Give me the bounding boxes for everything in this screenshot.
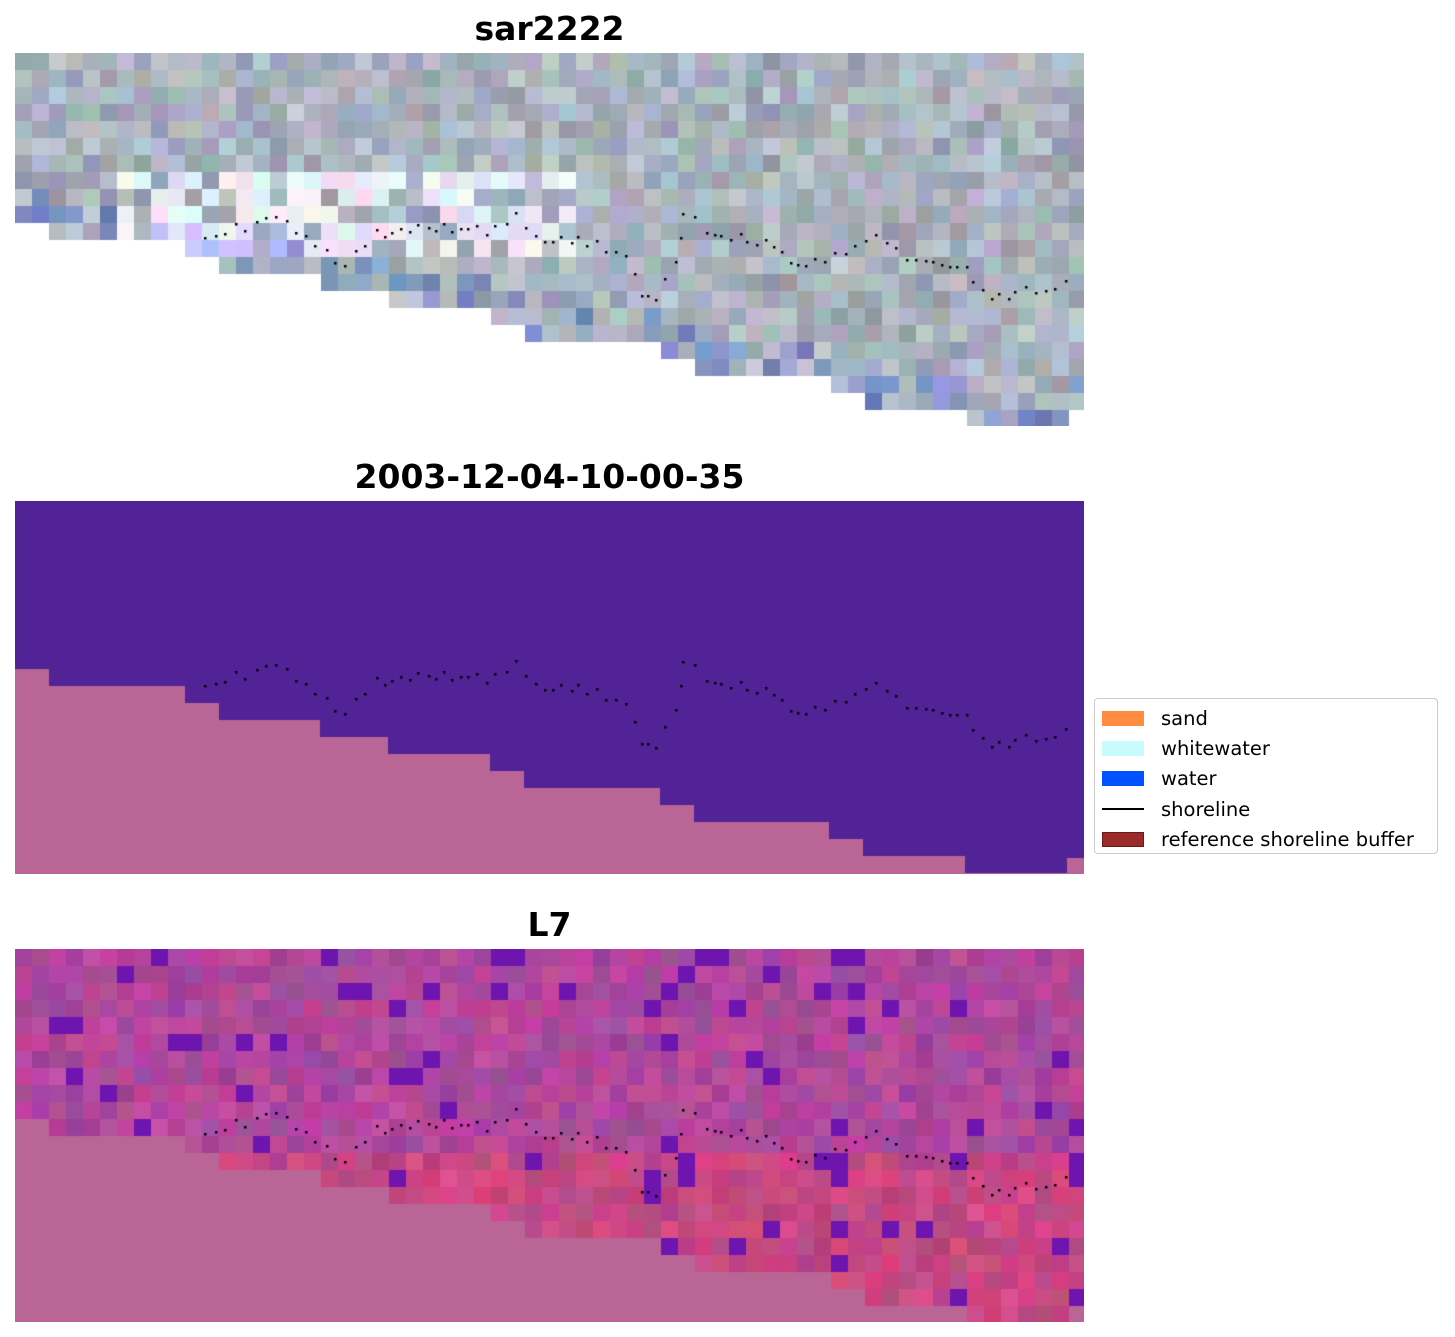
classified-image-panel (15, 501, 1084, 874)
panel-title-index: L7 (527, 905, 572, 944)
legend-label: sand (1161, 706, 1208, 730)
legend-label: reference shoreline buffer (1161, 827, 1414, 851)
shoreline-line-swatch (1102, 808, 1144, 811)
legend-item-shoreline: shoreline (1102, 794, 1437, 824)
legend-item-buffer: reference shoreline buffer (1102, 824, 1437, 854)
legend: sand whitewater water shoreline referenc… (1094, 698, 1438, 854)
legend-item-water: water (1102, 764, 1437, 794)
panel-title-rgb: sar2222 (474, 9, 625, 48)
sand-swatch (1102, 710, 1144, 726)
panel-title-classified: 2003-12-04-10-00-35 (354, 457, 745, 496)
water-swatch (1102, 771, 1144, 787)
index-image-panel (15, 949, 1084, 1322)
legend-item-sand: sand (1102, 703, 1437, 733)
rgb-image-panel (15, 53, 1084, 426)
legend-label: whitewater (1161, 736, 1270, 760)
legend-label: water (1161, 767, 1217, 791)
legend-label: shoreline (1161, 797, 1251, 821)
buffer-swatch (1102, 831, 1144, 847)
whitewater-swatch (1102, 740, 1144, 756)
legend-item-whitewater: whitewater (1102, 733, 1437, 763)
